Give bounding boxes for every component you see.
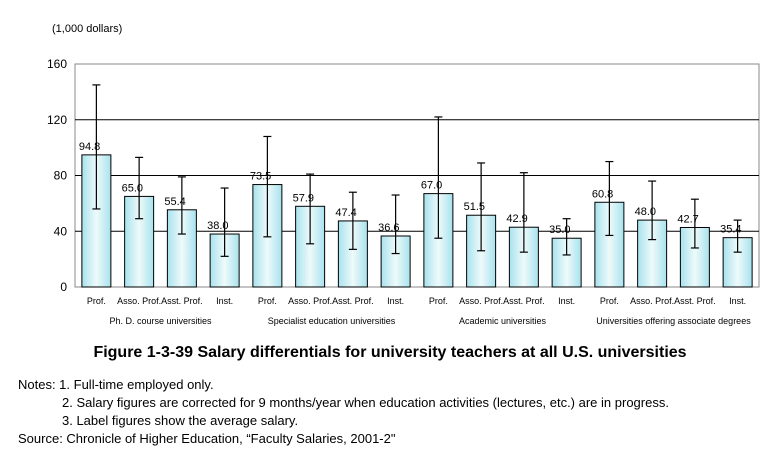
data-label: 42.7 xyxy=(677,213,698,225)
data-label: 60.8 xyxy=(592,188,613,200)
data-label: 94.8 xyxy=(79,141,100,153)
x-tick-label: Asso. Prof. xyxy=(459,296,503,306)
y-unit-label: (1,000 dollars) xyxy=(52,23,122,35)
group-label: Academic universities xyxy=(459,316,547,326)
x-tick-label: Asst. Prof. xyxy=(161,296,203,306)
x-tick-label: Asso. Prof. xyxy=(288,296,332,306)
data-label: 51.5 xyxy=(464,201,485,213)
data-label: 73.5 xyxy=(250,171,271,183)
data-label: 36.6 xyxy=(378,222,399,234)
data-label: 55.4 xyxy=(164,196,185,208)
x-tick-label: Prof. xyxy=(600,296,619,306)
x-tick-label: Inst. xyxy=(216,296,233,306)
data-label: 48.0 xyxy=(635,206,656,218)
data-label: 42.9 xyxy=(506,213,527,225)
x-axis-labels: Prof. Asso. Prof. Asst. Prof. Inst.Ph. D. c… xyxy=(87,296,751,326)
figure-caption: Figure 1-3-39 Salary differentials for u… xyxy=(93,344,687,361)
y-tick-label: 40 xyxy=(54,224,68,238)
note-line-3: 3. Label figures show the average salary… xyxy=(62,413,299,428)
x-tick-label: Asst. Prof. xyxy=(674,296,716,306)
x-tick-label: Inst. xyxy=(387,296,404,306)
x-tick-label: Prof. xyxy=(258,296,277,306)
data-label: 35.0 xyxy=(549,224,570,236)
y-tick-label: 0 xyxy=(60,280,67,294)
group-label: Universities offering associate degrees xyxy=(596,316,751,326)
y-axis: 0 40 80 120 160 xyxy=(47,57,67,294)
source-line: Source: Chronicle of Higher Education, “… xyxy=(18,431,396,446)
x-tick-label: Asst. Prof. xyxy=(332,296,374,306)
note-line-2: 2. Salary figures are corrected for 9 mo… xyxy=(62,395,669,410)
x-tick-label: Prof. xyxy=(429,296,448,306)
x-tick-label: Asst. Prof. xyxy=(503,296,545,306)
x-tick-label: Prof. xyxy=(87,296,106,306)
data-label: 65.0 xyxy=(122,182,143,194)
x-tick-label: Inst. xyxy=(558,296,575,306)
data-label: 67.0 xyxy=(421,180,442,192)
notes-block: Notes: 1. Full-time employed only. 2. Sa… xyxy=(18,376,669,448)
data-label: 35.4 xyxy=(720,224,741,236)
data-label: 47.4 xyxy=(335,207,356,219)
bars: 94.8 65.0 55.4 38.0 73.5 57.9 47.4 36.6 67.0 51.5… xyxy=(79,84,753,288)
y-tick-label: 160 xyxy=(47,57,67,71)
x-tick-label: Asso. Prof. xyxy=(117,296,161,306)
note-line-1: Notes: 1. Full-time employed only. xyxy=(18,377,214,392)
y-tick-label: 120 xyxy=(47,113,67,127)
y-tick-label: 80 xyxy=(54,169,68,183)
salary-bar-chart: (1,000 dollars) 0 40 80 120 160 94.8 65.0 55.4… xyxy=(47,23,760,326)
data-label: 38.0 xyxy=(207,220,228,232)
data-label: 57.9 xyxy=(293,192,314,204)
x-tick-label: Inst. xyxy=(729,296,746,306)
group-label: Specialist education universities xyxy=(268,316,396,326)
group-label: Ph. D. course universities xyxy=(109,316,212,326)
x-tick-label: Asso. Prof. xyxy=(630,296,674,306)
